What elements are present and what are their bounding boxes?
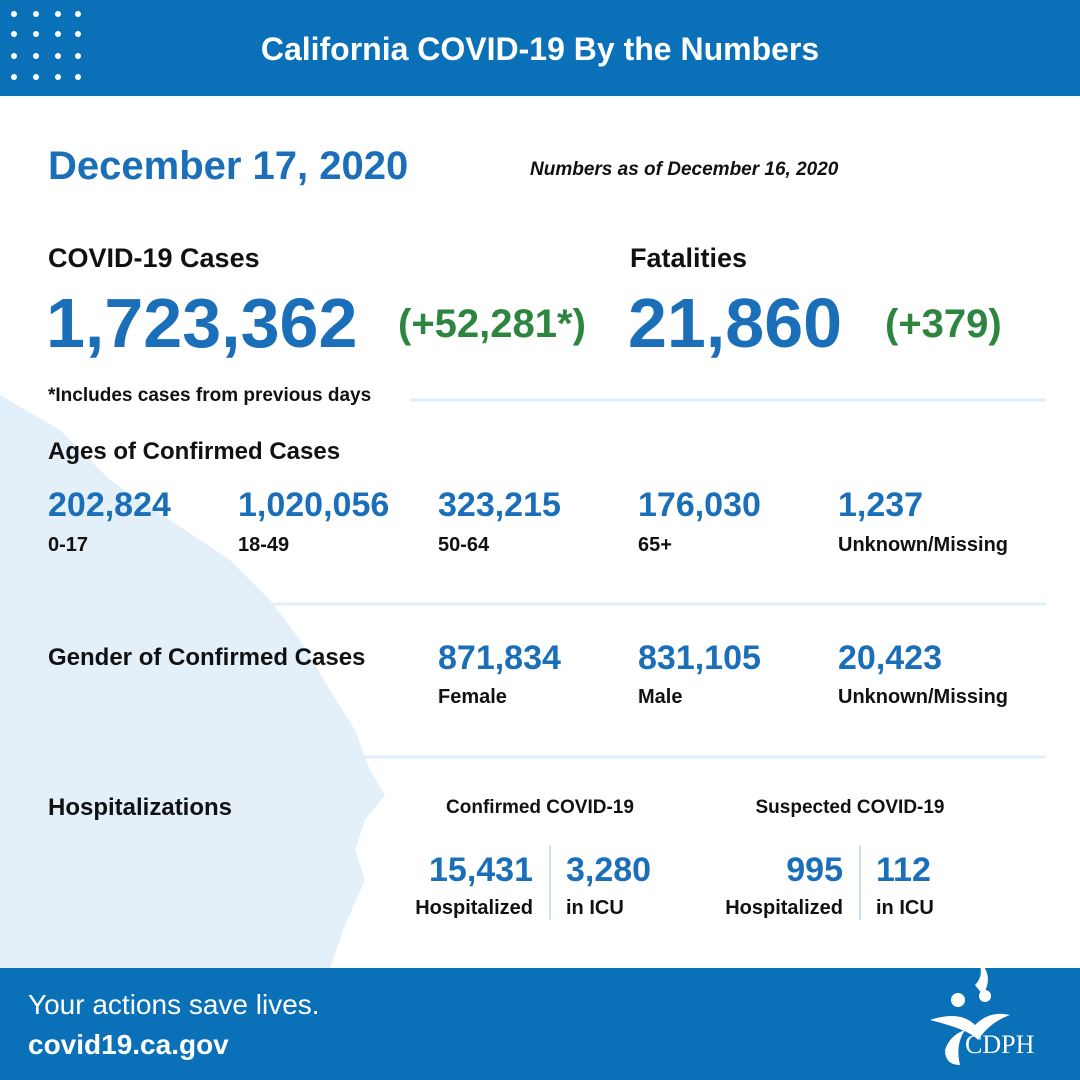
age-value: 1,020,056 xyxy=(238,486,390,524)
age-value: 1,237 xyxy=(838,486,924,524)
footer-slogan: Your actions save lives. xyxy=(28,989,320,1020)
confirmed-title: Confirmed COVID-19 xyxy=(446,797,634,818)
fatalities-total: 21,860 xyxy=(628,284,843,362)
cases-change: (+52,281*) xyxy=(398,302,586,346)
fatalities-label: Fatalities xyxy=(630,243,748,273)
header-title: California COVID-19 By the Numbers xyxy=(260,31,820,67)
column-dividers xyxy=(549,845,861,920)
age-label: 65+ xyxy=(638,534,672,556)
california-map xyxy=(0,395,385,968)
age-value: 176,030 xyxy=(638,486,761,524)
icu-label: in ICU xyxy=(876,897,934,919)
hospitalized-value: 15,431 xyxy=(429,851,533,889)
header-bar xyxy=(0,0,1080,96)
icu-value: 3,280 xyxy=(566,851,652,889)
cdph-logo-figures xyxy=(930,960,1010,1065)
age-label: 50-64 xyxy=(438,534,490,556)
icu-label: in ICU xyxy=(566,897,624,919)
gender-label: Male xyxy=(638,686,683,708)
header-dots xyxy=(11,11,81,80)
fatalities-change: (+379) xyxy=(885,302,1002,346)
ages-title: Ages of Confirmed Cases xyxy=(48,438,341,465)
cases-note: *Includes cases from previous days xyxy=(48,385,372,406)
cases-total: 1,723,362 xyxy=(46,284,358,362)
footer-bar xyxy=(0,968,1080,1080)
footer-logo: CDPH xyxy=(965,1030,1035,1059)
as-of-date: Numbers as of December 16, 2020 xyxy=(530,159,839,180)
footer-url: covid19.ca.gov xyxy=(28,1029,229,1060)
cases-label: COVID-19 Cases xyxy=(48,243,260,273)
hospitalizations-title: Hospitalizations xyxy=(48,794,233,821)
gender-value: 20,423 xyxy=(838,639,942,677)
separators xyxy=(0,398,1046,759)
age-label: Unknown/Missing xyxy=(838,534,1008,556)
gender-value: 831,105 xyxy=(638,639,761,677)
age-label: 0-17 xyxy=(48,534,89,556)
icu-value: 112 xyxy=(876,851,931,889)
gender-value: 871,834 xyxy=(438,639,561,677)
hospitalized-label: Hospitalized xyxy=(725,897,843,919)
age-label: 18-49 xyxy=(238,534,290,556)
gender-label: Unknown/Missing xyxy=(838,686,1008,708)
hospitalized-value: 995 xyxy=(786,851,843,889)
hospitalized-label: Hospitalized xyxy=(415,897,533,919)
age-value: 323,215 xyxy=(438,486,561,524)
report-date: December 17, 2020 xyxy=(48,144,409,188)
age-value: 202,824 xyxy=(48,486,171,524)
suspected-title: Suspected COVID-19 xyxy=(755,797,945,818)
gender-title: Gender of Confirmed Cases xyxy=(48,644,366,671)
gender-label: Female xyxy=(438,686,507,708)
